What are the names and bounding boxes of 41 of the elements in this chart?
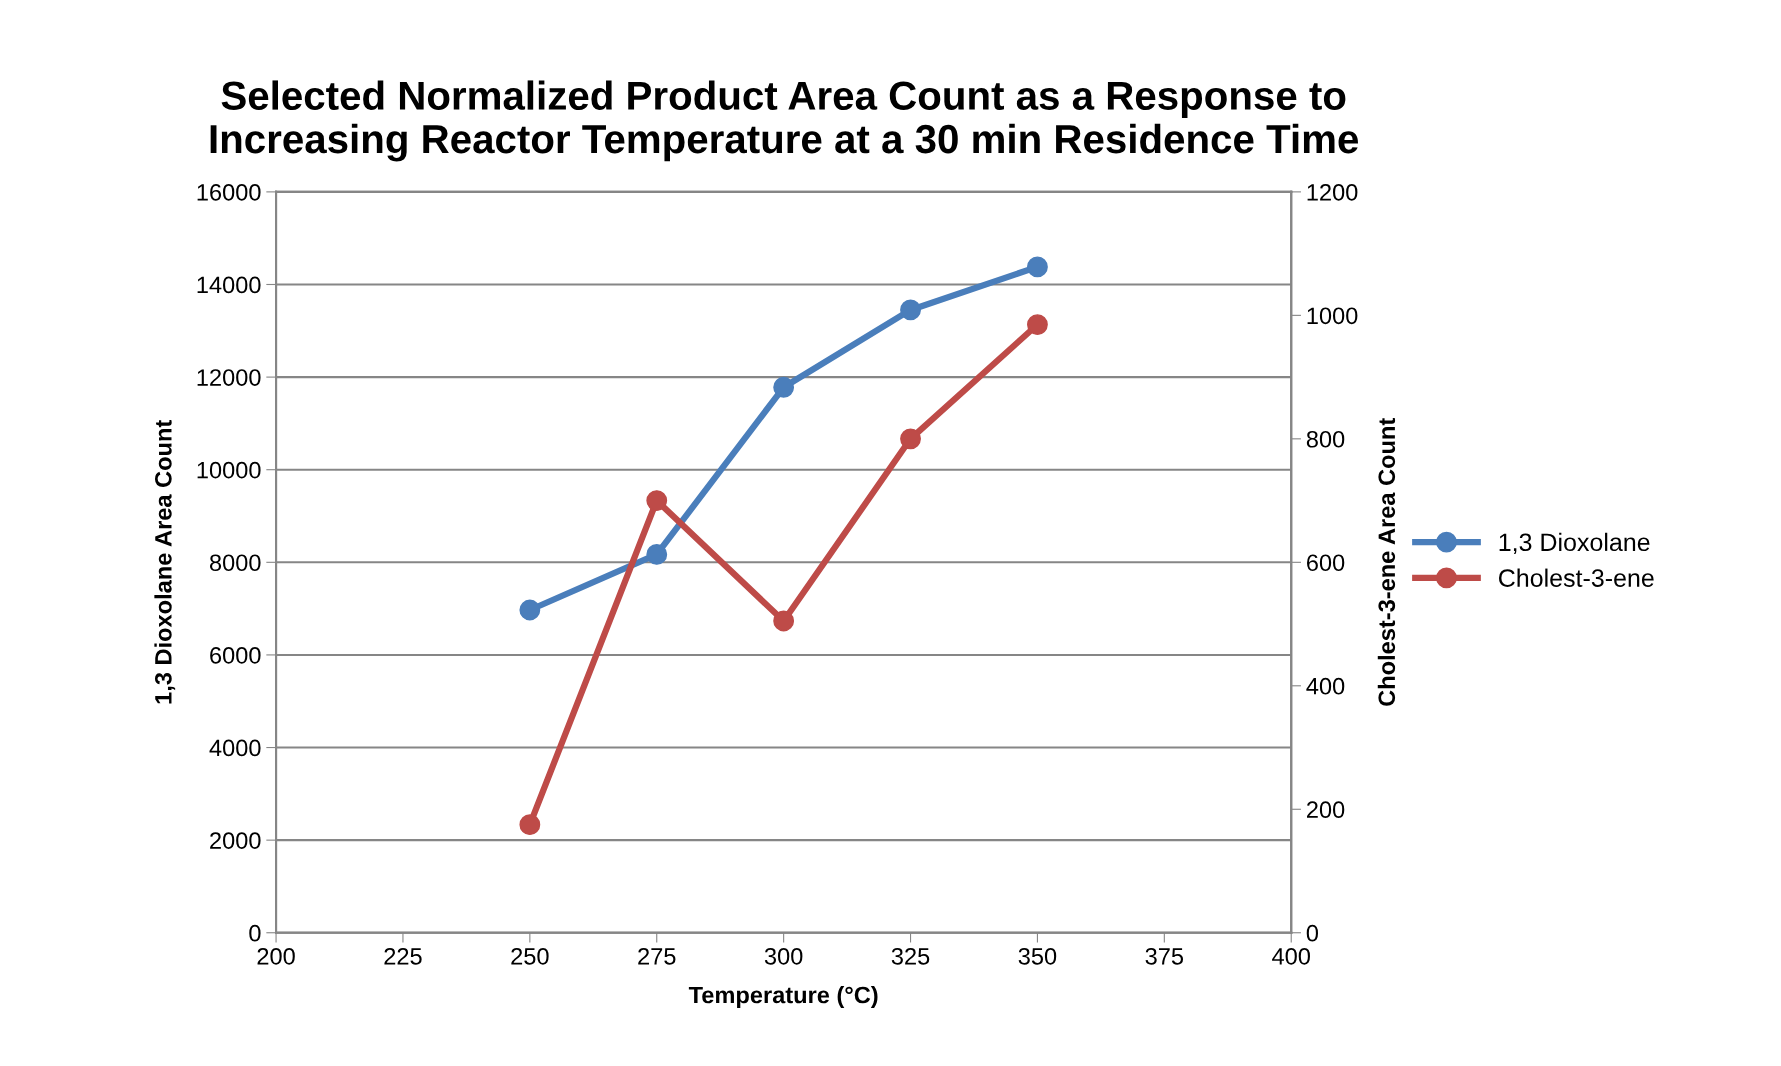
point [1027, 256, 1048, 278]
legend-label: Cholest-3-ene [1499, 568, 1654, 587]
point [646, 490, 668, 511]
y-axis-title: 1,3 Dioxolane Area Count [154, 420, 176, 704]
point [773, 610, 795, 632]
y-tick-label: 16000 [197, 183, 261, 201]
x-tick-label: 225 [384, 947, 422, 965]
point [519, 814, 541, 836]
legend-label: 1,3 Dioxolane [1499, 532, 1650, 555]
x-tick-label: 400 [1272, 947, 1310, 965]
x-tick-label: 325 [891, 947, 930, 965]
x-tick-label: 200 [257, 947, 295, 965]
y2-tick-label: 1200 [1307, 183, 1358, 201]
y2-tick-label: 600 [1307, 554, 1345, 572]
y2-tick-label: 200 [1307, 801, 1345, 819]
y-tick-label: 8000 [209, 554, 261, 572]
y-tick-label: 6000 [210, 646, 261, 664]
x-tick-label: 275 [638, 947, 676, 965]
x-tick-label: 300 [764, 947, 803, 965]
y-tick-label: 14000 [197, 276, 261, 294]
y2-tick-label: 800 [1306, 430, 1345, 448]
x-tick-label: 350 [1018, 947, 1057, 965]
x-tick-label: 375 [1145, 947, 1184, 965]
point [773, 376, 795, 398]
x-tick-label: 250 [511, 947, 549, 965]
y-tick-label: 4000 [209, 739, 261, 757]
chart-title: Selected Normalized Product Area Count as a Response to Increasing Reactor Temperature at a 30 min Residence Time [210, 80, 1358, 162]
point [1027, 314, 1048, 336]
point [646, 544, 668, 565]
point [519, 599, 541, 621]
y-tick-label: 10000 [197, 461, 261, 479]
point [900, 299, 921, 321]
y-tick-label: 12000 [197, 369, 261, 386]
y-tick-label: 0 [249, 924, 261, 942]
y2-tick-label: 1000 [1307, 307, 1358, 325]
x-axis-title: Temperature (°C) [688, 986, 878, 1009]
y2-tick-label: 0 [1306, 924, 1319, 942]
point [900, 428, 921, 450]
y2-axis-title: Cholest-3-ene Area Count [1377, 418, 1396, 706]
y-tick-label: 2000 [210, 832, 261, 849]
y2-tick-label: 400 [1306, 677, 1345, 695]
